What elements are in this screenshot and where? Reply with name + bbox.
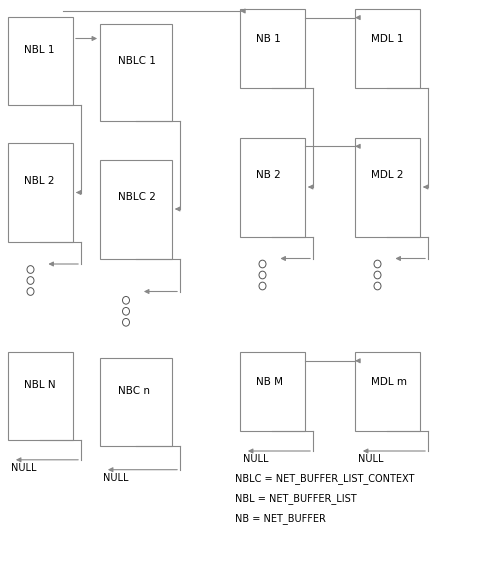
Bar — [354, 352, 419, 431]
Circle shape — [258, 271, 265, 279]
Circle shape — [373, 260, 380, 268]
Bar — [354, 9, 419, 88]
Text: NBC n: NBC n — [118, 386, 150, 396]
Text: MDL 1: MDL 1 — [370, 34, 403, 44]
Text: MDL 2: MDL 2 — [370, 170, 403, 180]
Text: NBLC 1: NBLC 1 — [118, 56, 155, 66]
Circle shape — [373, 271, 380, 279]
Text: NB M: NB M — [256, 377, 283, 387]
Text: NBLC 2: NBLC 2 — [118, 192, 155, 202]
Circle shape — [27, 287, 34, 296]
Bar — [240, 138, 304, 237]
Text: NULL: NULL — [242, 454, 268, 464]
Text: NBLC = NET_BUFFER_LIST_CONTEXT: NBLC = NET_BUFFER_LIST_CONTEXT — [235, 473, 413, 484]
Bar — [100, 160, 172, 258]
Circle shape — [373, 282, 380, 290]
Circle shape — [258, 260, 265, 268]
Text: NULL: NULL — [103, 473, 128, 483]
Text: NB 2: NB 2 — [256, 170, 280, 180]
Circle shape — [122, 307, 129, 315]
Text: NBL 1: NBL 1 — [24, 45, 55, 55]
Bar — [8, 16, 73, 104]
Bar — [240, 352, 304, 431]
Text: NULL: NULL — [11, 463, 36, 473]
Circle shape — [122, 318, 129, 326]
Text: NB = NET_BUFFER: NB = NET_BUFFER — [235, 512, 325, 524]
Bar — [100, 24, 172, 121]
Bar — [240, 9, 304, 88]
Text: NBL 2: NBL 2 — [24, 175, 55, 185]
Circle shape — [258, 282, 265, 290]
Text: NULL: NULL — [357, 454, 383, 464]
Text: NBL N: NBL N — [24, 381, 56, 391]
Circle shape — [27, 277, 34, 285]
Bar — [8, 352, 73, 440]
Text: NBL = NET_BUFFER_LIST: NBL = NET_BUFFER_LIST — [235, 493, 356, 504]
Bar — [354, 138, 419, 237]
Text: NB 1: NB 1 — [256, 34, 280, 44]
Text: MDL m: MDL m — [370, 377, 407, 387]
Circle shape — [27, 266, 34, 273]
Circle shape — [122, 296, 129, 304]
Bar — [100, 357, 172, 445]
Bar — [8, 143, 73, 242]
